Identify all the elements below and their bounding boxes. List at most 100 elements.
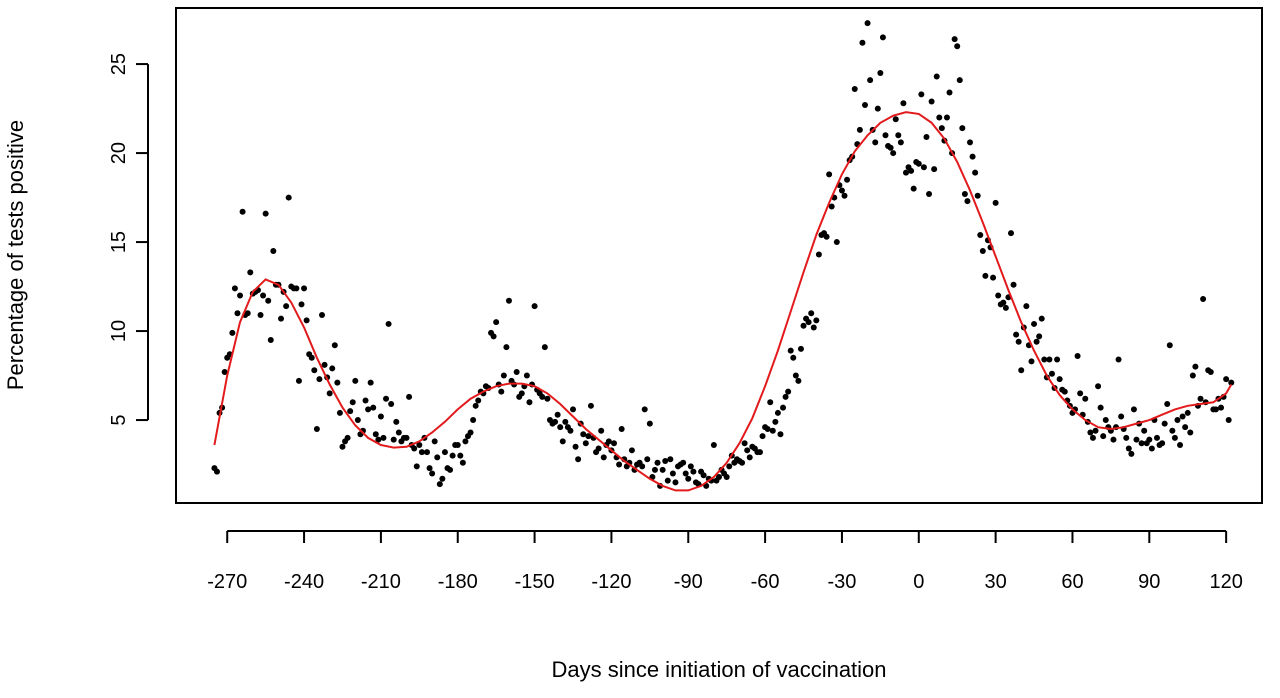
data-point bbox=[1123, 434, 1130, 441]
data-point bbox=[298, 301, 305, 308]
data-point bbox=[726, 463, 733, 470]
x-axis: -270 -240 -210 -180 -150 -120 -90 -60 -30 0 30 60 90… bbox=[207, 530, 1243, 593]
data-point bbox=[890, 150, 897, 157]
data-point bbox=[362, 397, 369, 404]
data-point bbox=[344, 434, 351, 441]
x-tick-label: 90 bbox=[1138, 571, 1160, 593]
data-point bbox=[372, 431, 379, 438]
data-point bbox=[311, 367, 318, 374]
data-point bbox=[454, 441, 461, 448]
data-point bbox=[308, 354, 315, 361]
data-point bbox=[861, 102, 868, 109]
data-point bbox=[293, 285, 300, 292]
x-tick-label: -90 bbox=[674, 571, 703, 593]
data-point bbox=[769, 427, 776, 434]
data-point bbox=[872, 139, 879, 146]
data-point bbox=[247, 269, 254, 276]
data-point bbox=[434, 454, 441, 461]
data-point bbox=[265, 297, 272, 304]
data-point bbox=[1028, 358, 1035, 365]
data-point bbox=[908, 167, 915, 174]
x-tick-label: 30 bbox=[984, 571, 1006, 593]
data-point bbox=[326, 390, 333, 397]
data-point bbox=[380, 434, 387, 441]
data-point bbox=[936, 114, 943, 121]
y-tick-label: 25 bbox=[108, 53, 130, 75]
data-point bbox=[951, 36, 958, 43]
data-point bbox=[1118, 413, 1125, 420]
data-point bbox=[557, 424, 564, 431]
data-point bbox=[1082, 395, 1089, 402]
data-point bbox=[559, 438, 566, 445]
data-point bbox=[710, 441, 717, 448]
data-point bbox=[833, 239, 840, 246]
data-point bbox=[1010, 281, 1017, 288]
data-point bbox=[990, 274, 997, 281]
data-point bbox=[349, 399, 356, 406]
data-point bbox=[365, 406, 372, 413]
data-point bbox=[1148, 445, 1155, 452]
x-tick-label: 0 bbox=[913, 571, 924, 593]
data-point bbox=[331, 342, 338, 349]
data-point bbox=[1177, 441, 1184, 448]
data-point bbox=[946, 89, 953, 96]
data-point bbox=[457, 452, 464, 459]
data-point bbox=[808, 310, 815, 317]
data-point bbox=[933, 73, 940, 80]
x-tick-label: -120 bbox=[591, 571, 631, 593]
data-point bbox=[513, 368, 520, 375]
data-point bbox=[1207, 368, 1214, 375]
data-point bbox=[431, 438, 438, 445]
data-point bbox=[1115, 356, 1122, 363]
x-tick-label: -180 bbox=[438, 571, 478, 593]
y-axis-label: Percentage of tests positive bbox=[3, 120, 28, 390]
data-point bbox=[493, 319, 500, 326]
x-tick-label: -60 bbox=[751, 571, 780, 593]
data-point bbox=[416, 441, 423, 448]
data-point bbox=[1187, 429, 1194, 436]
data-point bbox=[902, 169, 909, 176]
data-point bbox=[805, 319, 812, 326]
data-point bbox=[1197, 395, 1204, 402]
data-point bbox=[982, 272, 989, 279]
data-point bbox=[267, 336, 274, 343]
data-point bbox=[1184, 409, 1191, 416]
x-tick-label: -210 bbox=[361, 571, 401, 593]
data-point bbox=[764, 425, 771, 432]
data-point bbox=[972, 169, 979, 176]
y-tick-label: 10 bbox=[108, 320, 130, 342]
data-point bbox=[221, 368, 228, 375]
data-point bbox=[383, 395, 390, 402]
data-point bbox=[682, 470, 689, 477]
data-point bbox=[1054, 356, 1061, 363]
data-point bbox=[403, 434, 410, 441]
data-point bbox=[680, 459, 687, 466]
data-point bbox=[641, 406, 648, 413]
data-point bbox=[470, 417, 477, 424]
data-point bbox=[600, 454, 607, 461]
data-point bbox=[1110, 436, 1117, 443]
data-point bbox=[662, 457, 669, 464]
data-point bbox=[777, 431, 784, 438]
data-point bbox=[628, 447, 635, 454]
data-point bbox=[498, 388, 505, 395]
data-point bbox=[413, 463, 420, 470]
data-point bbox=[260, 292, 267, 299]
data-point bbox=[815, 251, 822, 258]
data-point bbox=[1061, 388, 1068, 395]
data-point bbox=[887, 144, 894, 151]
data-point bbox=[616, 461, 623, 468]
data-point bbox=[1000, 299, 1007, 306]
data-point bbox=[687, 463, 694, 470]
data-point bbox=[567, 427, 574, 434]
data-point bbox=[823, 233, 830, 240]
data-point bbox=[336, 409, 343, 416]
data-point bbox=[918, 91, 925, 98]
data-point bbox=[992, 199, 999, 206]
data-point bbox=[329, 365, 336, 372]
data-point bbox=[646, 420, 653, 427]
data-point bbox=[354, 417, 361, 424]
data-point bbox=[838, 187, 845, 194]
data-point bbox=[928, 98, 935, 105]
data-point bbox=[1102, 417, 1109, 424]
